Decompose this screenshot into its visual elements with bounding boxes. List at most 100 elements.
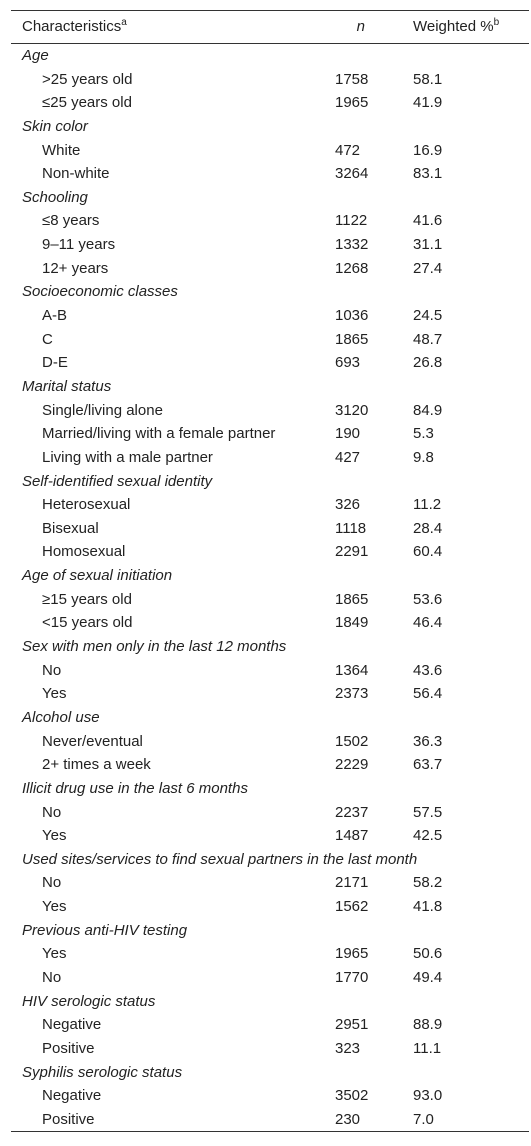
- data-row: Negative 3502 93.0: [11, 1084, 529, 1108]
- n-cell: 1770: [335, 968, 369, 986]
- data-row: Positive 230 7.0: [11, 1108, 529, 1132]
- section-title: Syphilis serologic status: [22, 1063, 183, 1081]
- label-cell: <15 years old: [42, 614, 133, 632]
- section-row: Used sites/services to find sexual partn…: [11, 848, 529, 872]
- percent-cell: 50.6: [413, 945, 443, 963]
- data-row: Single/living alone 3120 84.9: [11, 399, 529, 423]
- label-cell: Yes: [42, 827, 67, 845]
- label-cell: Never/eventual: [42, 732, 143, 750]
- label-cell: ≤25 years old: [42, 94, 132, 112]
- n-cell: 1865: [335, 590, 369, 608]
- n-cell: 1965: [335, 94, 369, 112]
- percent-cell: 11.1: [413, 1039, 442, 1057]
- percent-cell: 26.8: [413, 354, 443, 372]
- n-cell: 1562: [335, 898, 369, 916]
- data-row: White 472 16.9: [11, 139, 529, 163]
- n-cell: 2291: [335, 543, 369, 561]
- section-title: Alcohol use: [22, 708, 100, 726]
- n-cell: 2373: [335, 685, 369, 703]
- percent-cell: 57.5: [413, 803, 443, 821]
- percent-cell: 83.1: [413, 165, 443, 183]
- section-row: Schooling: [11, 186, 529, 210]
- percent-cell: 24.5: [413, 307, 443, 325]
- percent-cell: 41.9: [413, 94, 443, 112]
- data-row: ≤8 years 1122 41.6: [11, 209, 529, 233]
- data-row: 9–11 years 1332 31.1: [11, 233, 529, 257]
- percent-cell: 93.0: [413, 1087, 443, 1105]
- n-cell: 1849: [335, 614, 369, 632]
- n-cell: 2951: [335, 1016, 369, 1034]
- label-cell: Negative: [42, 1016, 102, 1034]
- data-row: >25 years old 1758 58.1: [11, 68, 529, 92]
- data-row: Yes 1487 42.5: [11, 824, 529, 848]
- data-row: No 1364 43.6: [11, 659, 529, 683]
- label-cell: Married/living with a female partner: [42, 425, 276, 443]
- header-cell: Weighted %b: [413, 11, 499, 43]
- percent-cell: 63.7: [413, 756, 443, 774]
- data-row: Negative 2951 88.9: [11, 1013, 529, 1037]
- section-row: Age of sexual initiation: [11, 564, 529, 588]
- header-cell: Characteristicsa: [22, 11, 127, 43]
- header-cell: n: [356, 18, 365, 35]
- section-row: Illicit drug use in the last 6 months: [11, 777, 529, 801]
- percent-cell: 84.9: [413, 401, 443, 419]
- label-cell: D-E: [42, 354, 68, 372]
- label-cell: Heterosexual: [42, 496, 131, 514]
- section-title: Skin color: [22, 117, 88, 135]
- data-row: Homosexual 2291 60.4: [11, 540, 529, 564]
- percent-cell: 56.4: [413, 685, 443, 703]
- percent-cell: 60.4: [413, 543, 443, 561]
- label-cell: C: [42, 330, 53, 348]
- section-title: HIV serologic status: [22, 992, 156, 1010]
- section-row: Syphilis serologic status: [11, 1061, 529, 1085]
- n-cell: 3502: [335, 1087, 369, 1105]
- data-row: <15 years old 1849 46.4: [11, 611, 529, 635]
- n-cell: 1364: [335, 661, 369, 679]
- percent-cell: 46.4: [413, 614, 443, 632]
- label-cell: Living with a male partner: [42, 448, 213, 466]
- section-title: Age: [22, 47, 49, 64]
- n-cell: 2171: [335, 874, 369, 892]
- section-title: Sex with men only in the last 12 months: [22, 638, 287, 656]
- label-cell: >25 years old: [42, 70, 133, 88]
- percent-cell: 5.3: [413, 425, 434, 443]
- percent-cell: 16.9: [413, 141, 443, 159]
- label-cell: White: [42, 141, 81, 159]
- n-cell: 323: [335, 1039, 361, 1057]
- n-cell: 190: [335, 425, 361, 443]
- section-row: Age: [11, 44, 529, 68]
- percent-cell: 27.4: [413, 259, 443, 277]
- n-cell: 472: [335, 141, 361, 159]
- section-row: HIV serologic status: [11, 990, 529, 1014]
- percent-cell: 41.6: [413, 212, 443, 230]
- percent-cell: 11.2: [413, 496, 442, 514]
- n-cell: 1118: [335, 519, 367, 537]
- section-title: Schooling: [22, 188, 88, 206]
- data-row: No 2237 57.5: [11, 801, 529, 825]
- table: Characteristicsa n Weighted %b Age >25 ye…: [11, 10, 529, 1133]
- n-cell: 1268: [335, 259, 369, 277]
- n-cell: 1332: [335, 236, 369, 254]
- percent-cell: 42.5: [413, 827, 443, 845]
- label-cell: Yes: [42, 945, 67, 963]
- percent-cell: 49.4: [413, 968, 443, 986]
- section-row: Self-identified sexual identity: [11, 470, 529, 494]
- section-row: Alcohol use: [11, 706, 529, 730]
- data-row: 2+ times a week 2229 63.7: [11, 753, 529, 777]
- n-cell: 1036: [335, 307, 369, 325]
- n-cell: 1487: [335, 827, 369, 845]
- section-title: Illicit drug use in the last 6 months: [22, 779, 248, 797]
- data-row: A-B 1036 24.5: [11, 304, 529, 328]
- data-row: ≤25 years old 1965 41.9: [11, 91, 529, 115]
- section-row: Skin color: [11, 115, 529, 139]
- label-cell: 9–11 years: [42, 236, 116, 254]
- data-row: Heterosexual 326 11.2: [11, 493, 529, 517]
- section-title: Marital status: [22, 377, 112, 395]
- data-row: Yes 1562 41.8: [11, 895, 529, 919]
- n-cell: 230: [335, 1110, 361, 1128]
- n-cell: 2229: [335, 756, 369, 774]
- section-row: Socioeconomic classes: [11, 280, 529, 304]
- percent-cell: 58.2: [413, 874, 443, 892]
- n-cell: 693: [335, 354, 361, 372]
